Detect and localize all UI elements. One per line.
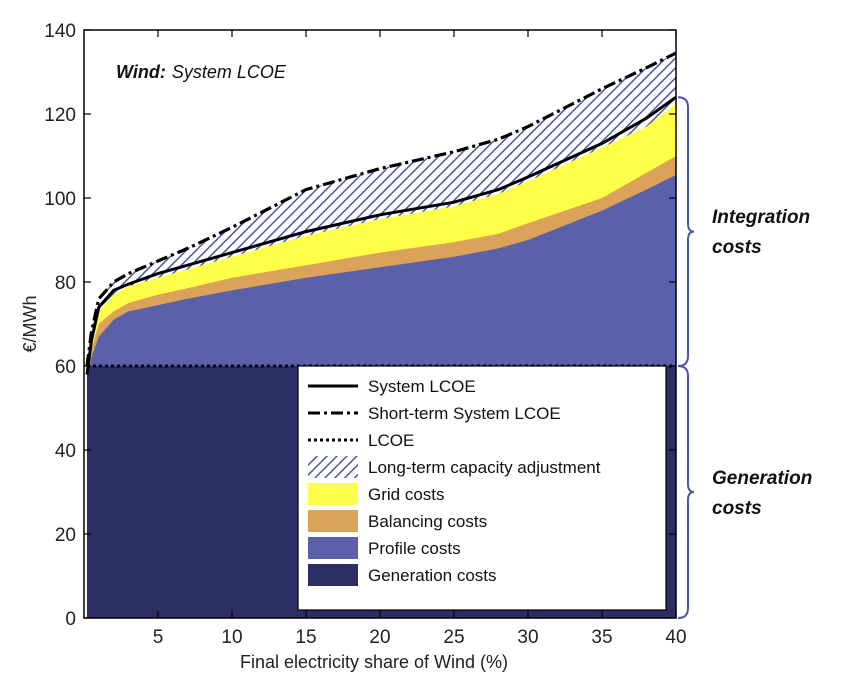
legend-swatch [308,510,358,532]
title-rest: System LCOE [172,62,287,82]
x-tick-label: 15 [295,627,316,648]
line-short-term-system-lcoe [85,51,677,367]
x-tick-label: 30 [517,627,538,648]
integration-costs-label-line: costs [712,237,762,258]
legend: System LCOE Short-term System LCOE LCOE Lon… [297,365,667,611]
generation-costs-label-line: Generation [712,468,812,489]
legend-item-generation-costs: Generation costs [308,564,497,586]
legend-swatch [308,537,358,559]
legend-label: Generation costs [368,566,497,585]
x-tick-label: 10 [221,627,242,648]
integration-costs-brace [677,96,695,367]
title-bold: Wind: [116,62,166,82]
axis-ticks: 0 20 40 60 80 100 120 140 5 10 15 20 25 30 35 40 [44,21,686,648]
legend-label: System LCOE [368,377,476,396]
legend-label: Short-term System LCOE [368,404,561,423]
y-tick-label: 20 [55,525,76,546]
y-tick-label: 100 [44,189,76,210]
y-tick-label: 60 [55,357,76,378]
y-tick-label: 80 [55,273,76,294]
legend-label: Balancing costs [368,512,487,531]
legend-swatch [308,564,358,586]
generation-costs-label: Generation costs [712,468,812,519]
y-axis-label: €/MWh [20,295,40,352]
legend-item-lcoe: LCOE [308,431,414,450]
legend-swatch [308,483,358,505]
x-tick-label: 25 [443,627,464,648]
x-tick-label: 35 [591,627,612,648]
legend-item-short-term-system-lcoe: Short-term System LCOE [308,404,561,423]
legend-item-balancing-costs: Balancing costs [308,510,487,532]
x-tick-label: 20 [369,627,390,648]
line-system-lcoe [85,95,677,375]
legend-item-system-lcoe: System LCOE [308,377,476,396]
integration-costs-label: Integration costs [712,207,810,258]
generation-costs-label-line: costs [712,498,762,519]
x-tick-label: 40 [665,627,686,648]
y-tick-label: 0 [65,609,76,630]
legend-box [297,365,667,611]
x-tick-label: 5 [153,627,164,648]
legend-swatch [308,456,358,478]
integration-costs-label-line: Integration [712,207,810,228]
legend-item-profile-costs: Profile costs [308,537,461,559]
legend-label: LCOE [368,431,414,450]
y-tick-label: 140 [44,21,76,42]
line-layers [85,51,677,375]
legend-label: Profile costs [368,539,461,558]
legend-item-long-term-capacity-adjustment: Long-term capacity adjustment [308,456,601,478]
chart-title: Wind: System LCOE [116,62,287,82]
legend-label: Long-term capacity adjustment [368,458,601,477]
legend-item-grid-costs: Grid costs [308,483,445,505]
legend-label: Grid costs [368,485,445,504]
cost-braces: Integration costs Generation costs [677,96,812,619]
x-axis-label: Final electricity share of Wind (%) [240,652,508,672]
y-tick-label: 120 [44,105,76,126]
y-tick-label: 40 [55,441,76,462]
generation-costs-brace [677,365,695,619]
